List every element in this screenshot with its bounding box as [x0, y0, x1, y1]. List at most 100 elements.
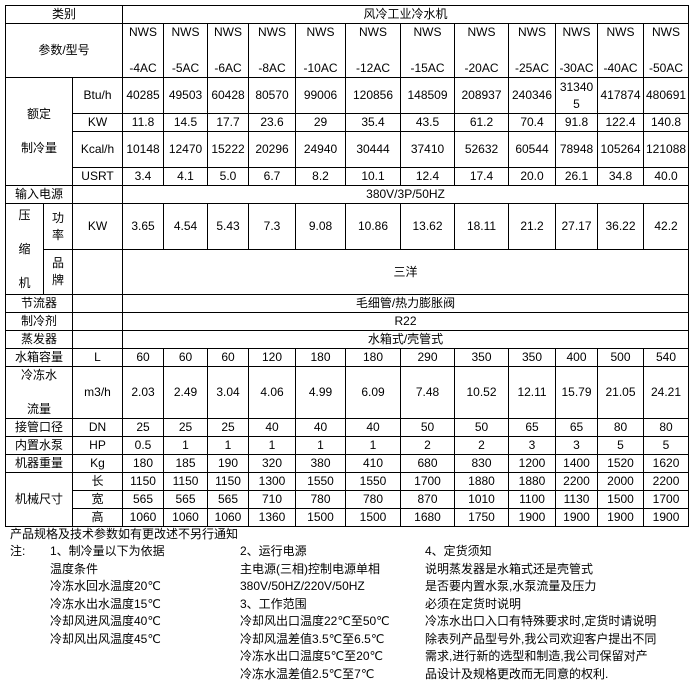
compressor-brand-value: 三洋	[122, 249, 690, 295]
value-cell: 6.7	[248, 167, 297, 186]
label-line: 冷冻水	[20, 368, 57, 382]
value-cell: 417874	[597, 77, 645, 114]
power-supply-label: 输入电源	[5, 185, 73, 204]
unit-cell: Kcal/h	[71, 131, 124, 168]
value-cell: 17.4	[454, 167, 510, 186]
value-cell: 180	[345, 348, 402, 367]
value-cell: 40285	[122, 77, 165, 114]
model-line1: NWS	[652, 25, 681, 39]
spec-label: 机器重量	[5, 454, 73, 473]
table-row: 接管口径 DN 25 25 25 40 40 40 50 50 65 65 80 80	[5, 418, 690, 437]
value-cell: 24.21	[643, 366, 690, 419]
table-row: 冷冻水 流量 m3/h 2.03 2.49 3.04 4.06 4.99 6.09 7.48 10.…	[5, 366, 690, 419]
note-line: 4、定货须知	[425, 544, 492, 558]
value-cell: 1750	[454, 508, 510, 527]
table-row: 高 1060 1060 1060 1360 1500 1500 1680 1750 1900 190…	[6, 508, 690, 527]
value-cell: 70.4	[508, 113, 557, 132]
value-cell: 21.2	[508, 203, 557, 250]
value-cell: 2	[454, 436, 510, 455]
label-char: 牌	[51, 273, 64, 287]
value-cell: 120	[248, 348, 297, 367]
value-cell: 313405	[555, 77, 599, 114]
note-line: 是否要内置水泵,水泵流量及压力	[425, 579, 597, 593]
value-cell: 4.99	[295, 366, 347, 419]
value-cell: 3.04	[207, 366, 250, 419]
label-char: 压	[18, 207, 31, 222]
value-cell: 350	[508, 348, 557, 367]
value-cell: 380	[295, 454, 347, 473]
value-cell: 540	[643, 348, 690, 367]
value-cell: 3	[555, 436, 599, 455]
category-value: 风冷工业冷水机	[122, 5, 690, 24]
note-line: 冷冻水温差值2.5℃至7℃	[240, 666, 375, 681]
value-cell: 1130	[555, 490, 599, 509]
unit-cell	[71, 185, 124, 204]
note-line: 温度条件	[50, 561, 99, 576]
value-cell: 148509	[400, 77, 456, 114]
value-cell: 500	[597, 348, 645, 367]
value-cell: 780	[345, 490, 402, 509]
value-cell: 1	[207, 436, 250, 455]
model-header: NWS -50AC	[643, 23, 690, 78]
table-row: 压缩机功率 KW 3.65 4.54 5.43 7.3 9.08 10.86 13.62 18.1…	[5, 203, 690, 295]
unit-cell: Btu/h	[71, 77, 124, 114]
value-cell: 20.0	[508, 167, 557, 186]
table-row: 品牌 三洋	[6, 249, 690, 295]
value-cell: 43.5	[400, 113, 456, 132]
value-cell: 1150	[163, 472, 209, 491]
value-cell: 18.11	[454, 203, 510, 250]
value-cell: 105264	[597, 131, 645, 168]
value-cell: 21.05	[597, 366, 645, 419]
value-cell: 410	[345, 454, 402, 473]
value-cell: 52632	[454, 131, 510, 168]
value-cell: 121088	[643, 131, 690, 168]
table-row: 机器重量 Kg 180 185 190 320 380 410 680 830 1200 1400 15…	[5, 454, 690, 473]
value-cell: 49503	[163, 77, 209, 114]
model-header: NWS -10AC	[295, 23, 347, 78]
note-line: 1、制冷量以下为依据	[50, 544, 165, 558]
value-cell: 27.17	[555, 203, 599, 250]
note-line: 必须在定货时说明	[425, 596, 522, 611]
unit-cell: L	[71, 348, 124, 367]
value-cell: 5.0	[207, 167, 250, 186]
value-cell: 565	[122, 490, 165, 509]
label-line: 流量	[26, 402, 51, 416]
value-cell: 180	[295, 348, 347, 367]
value-cell: 320	[248, 454, 297, 473]
value-cell: 80	[643, 418, 690, 437]
notes-cooling-basis: 1、制冷量以下为依据 温度条件 冷冻水回水温度20℃ 冷冻水出水温度15℃ 冷却风进风温…	[50, 543, 165, 648]
model-line2: -5AC	[171, 61, 200, 75]
unit-cell: 宽	[71, 490, 124, 509]
model-line2: -25AC	[515, 61, 550, 75]
table-row: 宽 565 565 565 710 780 780 870 1010 1100 1130 1500 17…	[6, 490, 690, 509]
value-cell: 5	[643, 436, 690, 455]
refrigerant-label: 制冷剂	[5, 312, 73, 331]
value-cell: 1500	[345, 508, 402, 527]
value-cell: 190	[207, 454, 250, 473]
model-line1: NWS	[518, 25, 547, 39]
compressor-label: 压缩机	[5, 203, 44, 295]
note-line: 需求,进行新的选型和制造,我公司保留对产	[425, 649, 648, 663]
value-cell: 1880	[454, 472, 510, 491]
spec-label: 内置水泵	[5, 436, 73, 455]
label-char: 率	[51, 227, 64, 242]
note-line: 冷却风出风温度45℃	[50, 631, 161, 646]
value-cell: 37410	[400, 131, 456, 168]
label-char: 缩	[18, 241, 31, 256]
model-line1: NWS	[606, 25, 635, 39]
value-cell: 1060	[122, 508, 165, 527]
model-line2: -8AC	[258, 61, 286, 75]
table-row: 额定 制冷量 Btu/h 40285 49503 60428 80570 99006 12085…	[5, 77, 690, 186]
value-cell: 350	[454, 348, 510, 367]
value-cell: 60	[163, 348, 209, 367]
value-cell: 40.0	[643, 167, 690, 186]
param-label: 参数/型号	[4, 23, 124, 78]
unit-cell: KW	[71, 203, 124, 250]
model-line2: -10AC	[303, 61, 338, 75]
notes-ordering: 4、定货须知 说明蒸发器是水箱式还是壳管式 是否要内置水泵,水泵流量及压力 必须在定货…	[425, 543, 656, 683]
value-cell: 565	[207, 490, 250, 509]
value-cell: 240346	[508, 77, 557, 114]
throttle-label: 节流器	[5, 294, 73, 313]
value-cell: 29	[295, 113, 347, 132]
label-char: 品	[51, 256, 64, 270]
